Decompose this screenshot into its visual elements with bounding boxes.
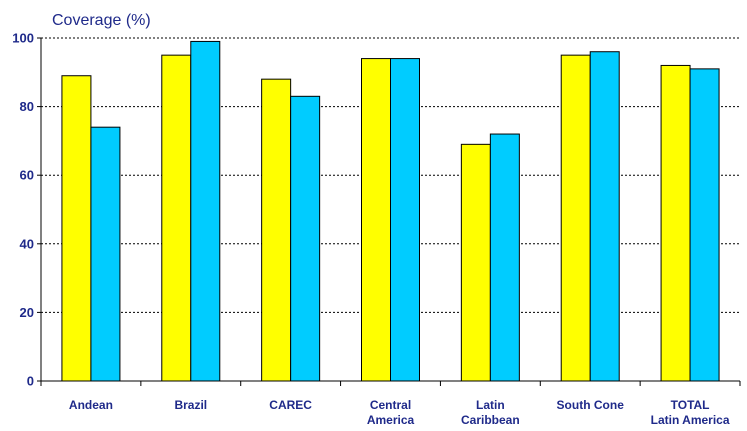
axes (37, 37, 741, 386)
x-tick-label: Brazil (174, 398, 207, 412)
bar-series-2 (290, 95, 321, 382)
bar-series-1 (261, 78, 292, 382)
x-tick-label: South Cone (557, 398, 625, 412)
bars (61, 40, 720, 382)
y-tick-label: 40 (20, 236, 34, 251)
y-tick-label: 100 (12, 31, 34, 46)
bar-series-2 (489, 133, 520, 382)
x-tick-label: Andean (69, 398, 113, 412)
x-tick-label: Central America (367, 398, 415, 426)
bar-series-1 (560, 54, 591, 382)
bar-series-1 (361, 58, 391, 382)
bar-series-2 (390, 58, 420, 382)
y-tick-labels: 0 20 40 60 80 100 (12, 31, 34, 389)
bar-series-1 (61, 75, 92, 382)
y-tick-label: 60 (20, 168, 34, 183)
y-tick-label: 80 (20, 99, 34, 114)
bar-series-2 (589, 51, 620, 382)
y-tick-label: 20 (20, 305, 34, 320)
x-tick-label: CAREC (269, 398, 312, 412)
bar-series-2 (190, 40, 221, 382)
x-tick-label: TOTAL Latin America (651, 398, 730, 426)
bar-series-2 (689, 68, 720, 382)
y-axis-label: Coverage (%) (52, 12, 151, 29)
bar-series-1 (161, 54, 192, 382)
y-tick-label: 0 (27, 374, 34, 389)
bar-series-1 (460, 143, 491, 382)
bar-series-2 (90, 126, 121, 382)
x-tick-labels: Andean Brazil CAREC Central America Latin Cari… (69, 398, 730, 427)
x-tick-label: Latin Caribbean (461, 398, 520, 426)
bar-series-1 (660, 64, 691, 382)
